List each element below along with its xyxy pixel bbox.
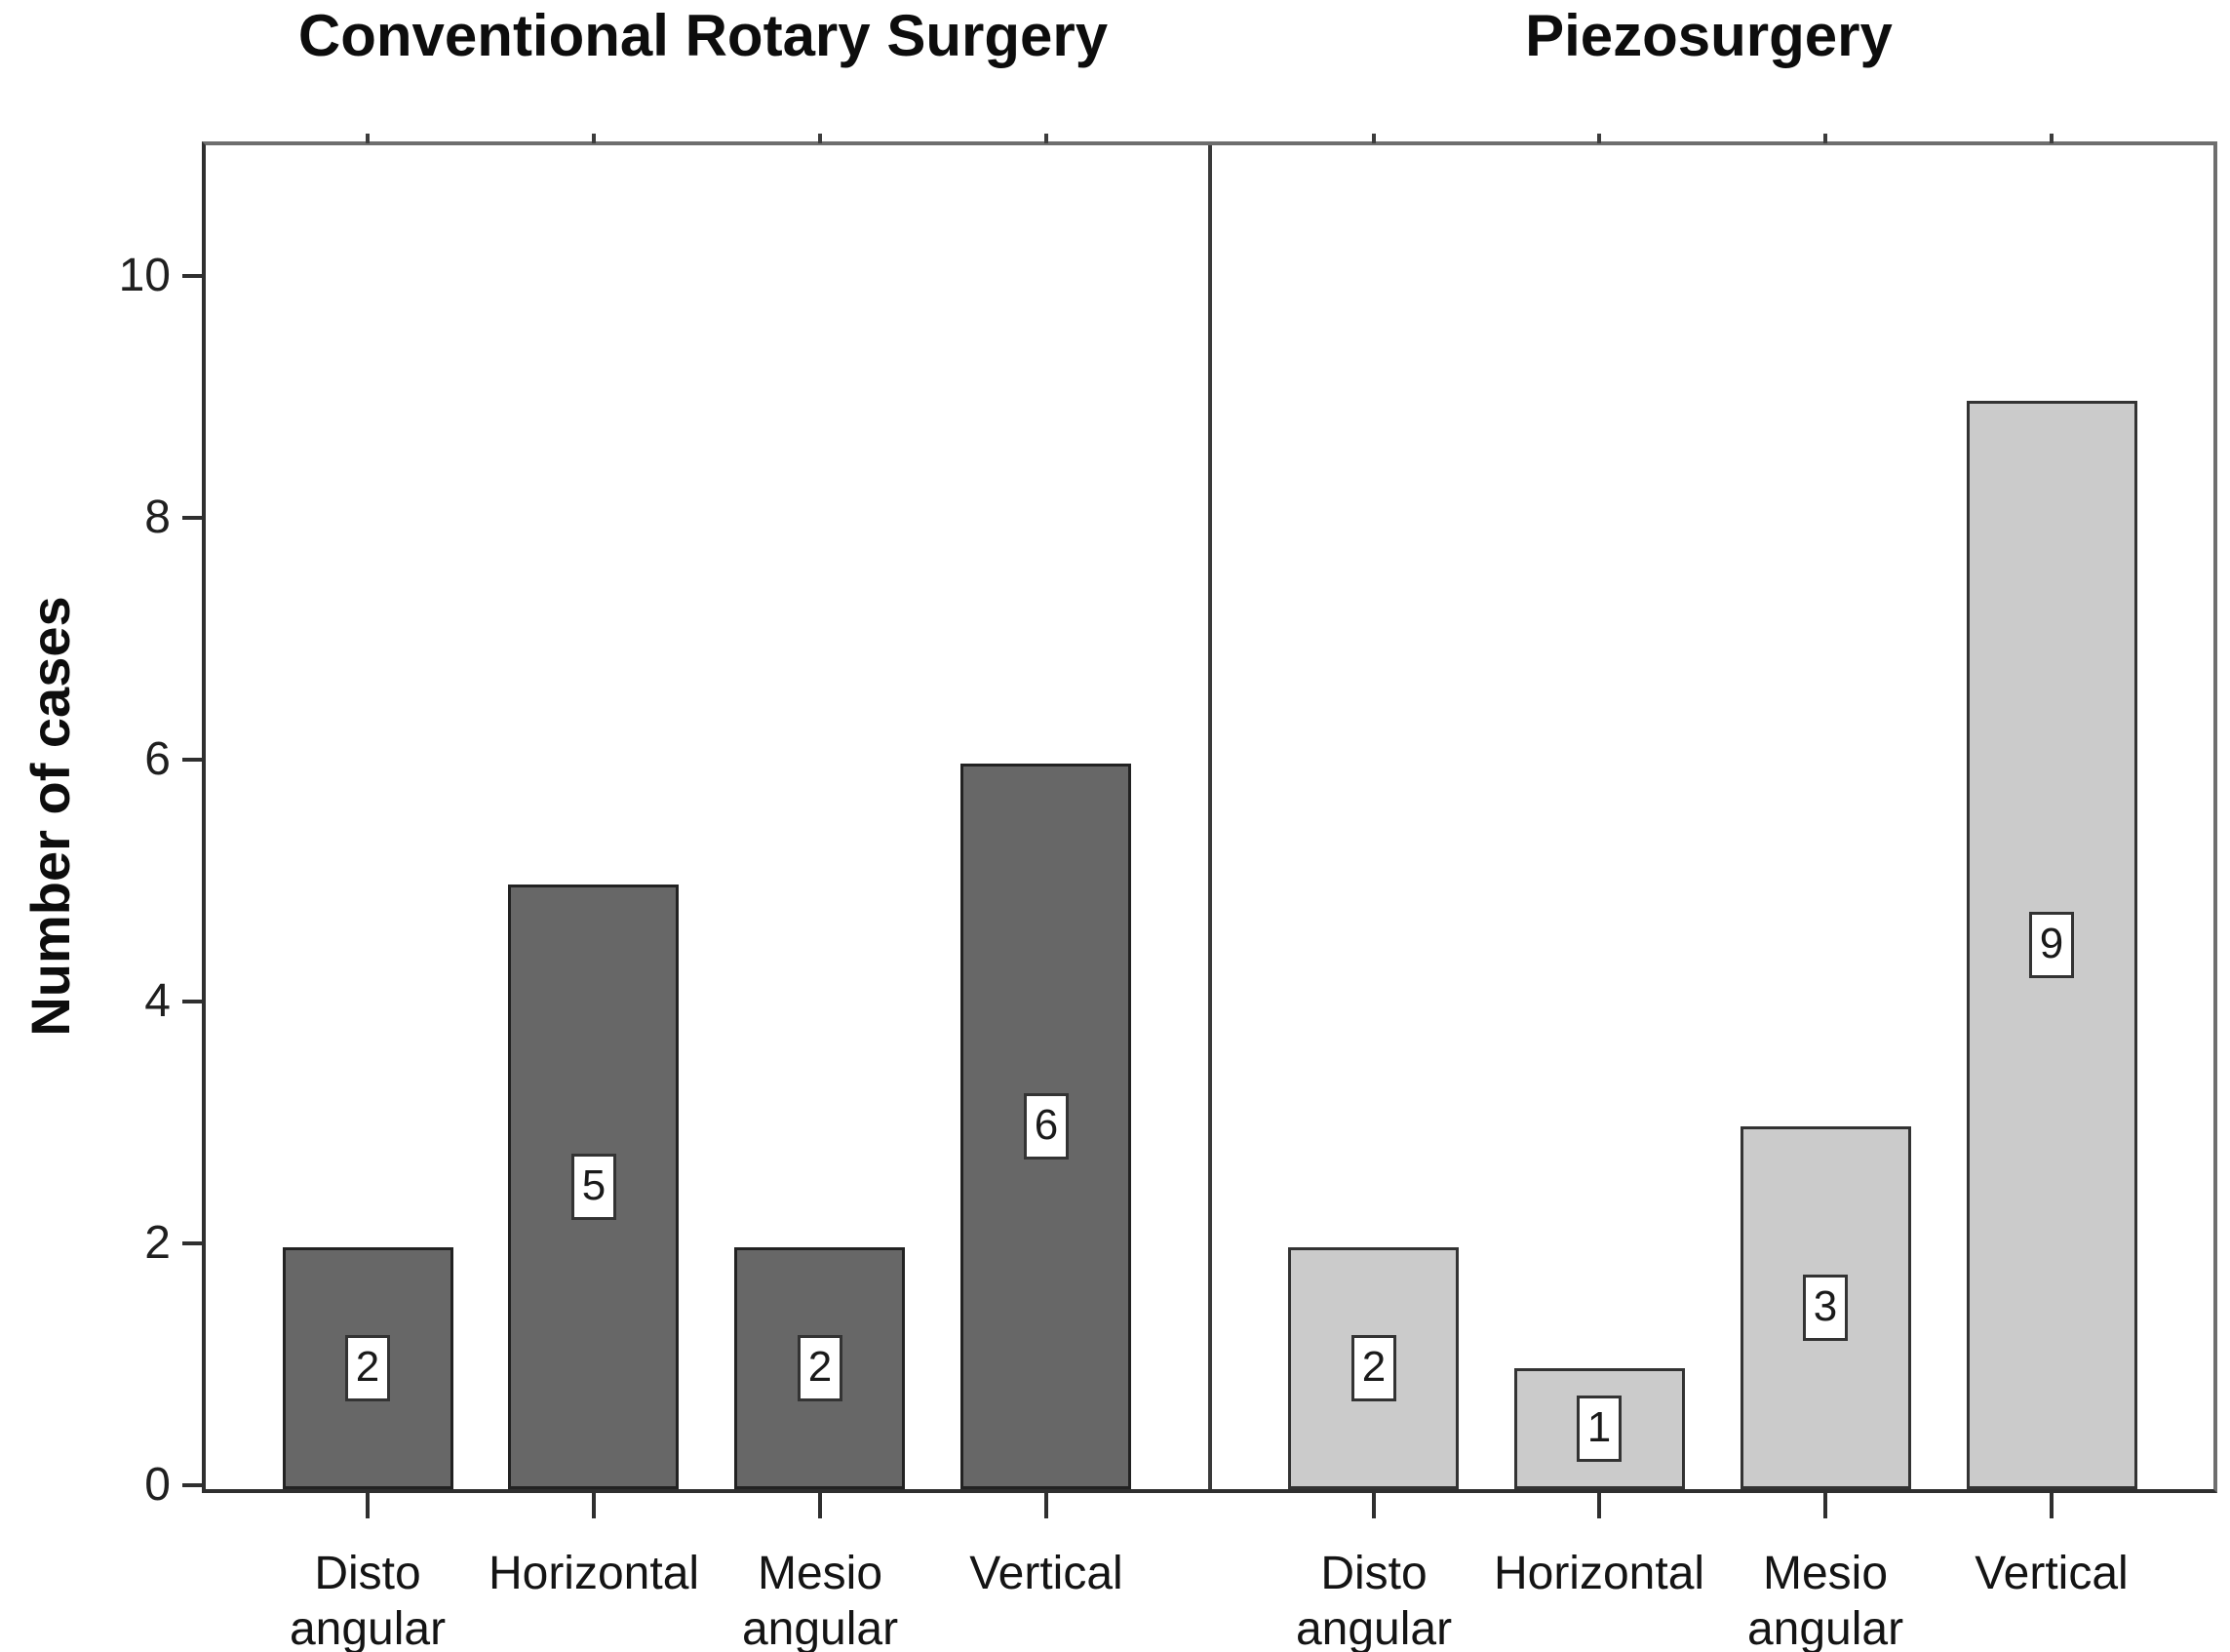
x-category-label: Horizontal [1493, 1548, 1705, 1599]
y-tick-label: 4 [144, 975, 171, 1027]
y-tick-label: 0 [144, 1459, 171, 1511]
x-tick [818, 1493, 822, 1518]
x-tick [592, 1493, 596, 1518]
y-tick-label: 2 [144, 1217, 171, 1269]
y-tick [182, 1483, 206, 1487]
x-tick-top [1597, 134, 1601, 143]
panel-conventional-rotary-surgery: 2 Disto angular 5 Horizontal 2 Mesio angular 6… [206, 134, 1208, 1652]
x-tick [366, 1493, 370, 1518]
x-category-label: Disto angular [1295, 1548, 1453, 1652]
y-tick-label: 6 [144, 733, 171, 785]
panel-divider [1208, 145, 1212, 1489]
x-category-label: Mesio angular [741, 1548, 899, 1652]
bar [1288, 1247, 1459, 1489]
y-tick [182, 516, 206, 520]
bar-value-label: 2 [1351, 1335, 1396, 1401]
bar-value-label: 1 [1577, 1396, 1622, 1462]
x-tick [1597, 1493, 1601, 1518]
x-tick-top [1044, 134, 1048, 143]
plot-area: 2 Disto angular 5 Horizontal 2 Mesio angular 6… [202, 134, 2217, 1652]
x-tick [1823, 1493, 1827, 1518]
bar-value-label: 2 [345, 1335, 390, 1401]
x-category-label: Horizontal [488, 1548, 700, 1599]
y-tick [182, 758, 206, 762]
bar-value-label: 6 [1024, 1093, 1069, 1160]
y-tick-label: 8 [144, 492, 171, 543]
bar-value-label: 2 [798, 1335, 842, 1401]
x-tick [1044, 1493, 1048, 1518]
x-tick-top [592, 134, 596, 143]
bar-value-label: 9 [2029, 912, 2074, 978]
x-tick-top [1372, 134, 1376, 143]
y-tick [182, 1000, 206, 1003]
panel-title-conventional-rotary-surgery: Conventional Rotary Surgery [297, 3, 1109, 68]
panel-piezosurgery: 2 Disto angular 1 Horizontal 3 Mesio angular 9… [1212, 134, 2213, 1652]
x-category-label: Vertical [969, 1548, 1123, 1599]
x-tick-top [818, 134, 822, 143]
bar-value-label: 3 [1803, 1275, 1848, 1341]
x-tick [2050, 1493, 2054, 1518]
x-category-label: Mesio angular [1746, 1548, 1904, 1652]
x-tick-top [2050, 134, 2054, 143]
x-category-label: Disto angular [289, 1548, 447, 1652]
y-tick [182, 1241, 206, 1245]
x-category-label: Vertical [1975, 1548, 2129, 1599]
x-tick-top [366, 134, 370, 143]
y-tick [182, 274, 206, 278]
bar-value-label: 5 [571, 1154, 616, 1220]
panel-title-piezosurgery: Piezosurgery [1525, 3, 1893, 68]
x-tick-top [1823, 134, 1827, 143]
bar [1967, 401, 2137, 1489]
y-tick-label: 10 [118, 250, 171, 301]
bar [734, 1247, 905, 1489]
x-tick [1372, 1493, 1376, 1518]
